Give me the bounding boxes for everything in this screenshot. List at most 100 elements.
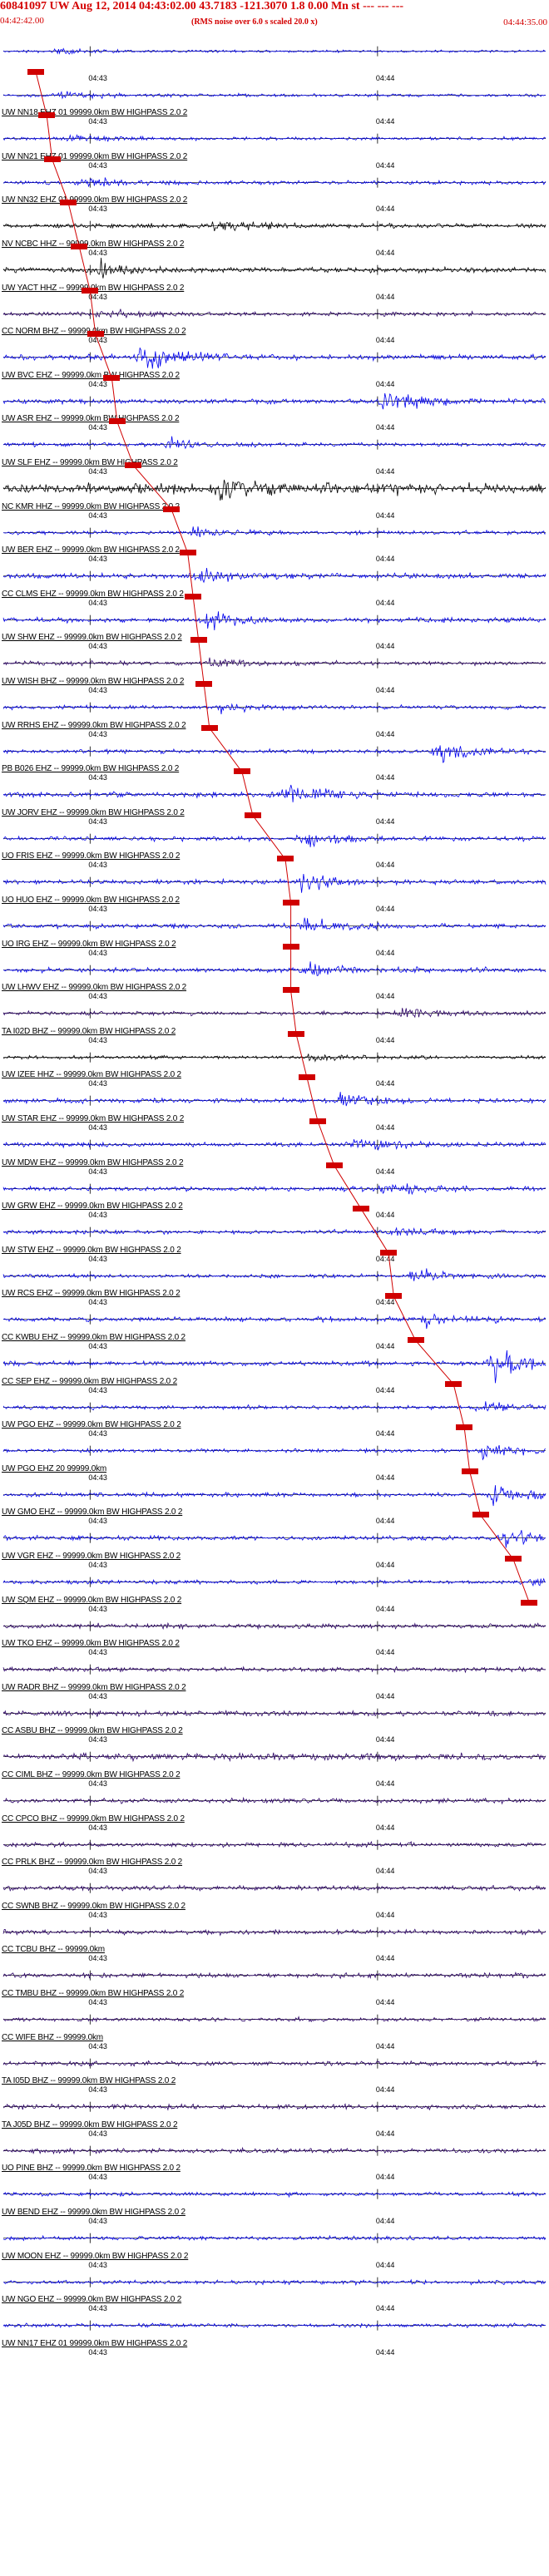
waveform-line xyxy=(2,308,547,318)
time-tick-label: 04:43 xyxy=(88,379,107,388)
station-label: UW SHW EHZ -- 99999.0km BW HIGHPASS 2.0 … xyxy=(2,633,182,643)
station-label: UW BEND EHZ -- 99999.0km BW HIGHPASS 2.0… xyxy=(2,2207,185,2217)
time-tick-label: 04:44 xyxy=(375,1473,395,1482)
waveform xyxy=(2,221,547,232)
time-tick-label: 04:44 xyxy=(375,2304,395,2313)
trace-row: UW PGO EHZ 20 99999.0km 04:43 04:44 xyxy=(0,1431,549,1482)
station-label: UW NN21 EHZ 01 99999.0km BW HIGHPASS 2.0… xyxy=(2,151,188,161)
time-tick-label: 04:44 xyxy=(375,1517,395,1526)
time-tick-label: 04:43 xyxy=(88,2085,107,2095)
time-tick-label: 04:43 xyxy=(88,1954,107,1963)
moveout-path xyxy=(35,72,530,1603)
waveform xyxy=(2,702,547,714)
event-title: 60841097 UW Aug 12, 2014 04:43:02.00 43.… xyxy=(0,0,404,12)
waveform xyxy=(2,1268,547,1281)
time-tick-label: 04:44 xyxy=(375,1997,395,2006)
waveform xyxy=(2,479,547,501)
waveform-line xyxy=(2,347,547,369)
waveform-line xyxy=(2,1182,547,1195)
waveform xyxy=(2,1226,547,1237)
waveform xyxy=(2,257,547,279)
waveform xyxy=(2,917,547,931)
waveform-line xyxy=(2,744,547,763)
time-tick-label: 04:43 xyxy=(88,598,107,607)
station-label: UW SLF EHZ -- 99999.0km BW HIGHPASS 2.0 … xyxy=(2,457,178,467)
time-tick-label: 04:43 xyxy=(88,2347,107,2356)
waveform-line xyxy=(2,2234,547,2242)
trace-row: CC TMBU BHZ -- 99999.0km BW HIGHPASS 2.0… xyxy=(0,1956,549,2006)
station-label: UW WISH BHZ -- 99999.0km BW HIGHPASS 2.0… xyxy=(2,676,185,686)
time-tick-label: 04:43 xyxy=(88,1167,107,1176)
time-tick-label: 04:43 xyxy=(88,466,107,476)
waveform-line xyxy=(2,526,547,537)
station-label: NV NCBC HHZ -- 99999.0km BW HIGHPASS 2.0… xyxy=(2,239,185,249)
waveform-line xyxy=(2,1313,547,1330)
waveform xyxy=(2,133,547,144)
waveform-line xyxy=(2,2146,547,2155)
time-tick-label: 04:43 xyxy=(88,685,107,694)
waveform xyxy=(2,526,547,538)
station-label: CC CPCO BHZ -- 99999.0km BW HIGHPASS 2.0… xyxy=(2,1814,185,1823)
time-tick-label: 04:43 xyxy=(88,948,107,957)
time-tick-label: 04:44 xyxy=(375,1735,395,1744)
time-tick-label: 04:44 xyxy=(375,336,395,345)
scale-note: (RMS noise over 6.0 s scaled 20.0 x) xyxy=(191,17,318,27)
time-tick-label: 04:44 xyxy=(375,685,395,694)
station-label: UW RADR BHZ -- 99999.0km BW HIGHPASS 2.0… xyxy=(2,1682,186,1692)
waveform-line xyxy=(2,960,547,976)
plot-header: 60841097 UW Aug 12, 2014 04:43:02.00 43.… xyxy=(0,0,549,32)
time-tick-label: 04:44 xyxy=(375,1560,395,1569)
waveform-line xyxy=(2,392,547,410)
time-tick-label: 04:44 xyxy=(375,1429,395,1439)
time-tick-label: 04:43 xyxy=(88,1823,107,1832)
station-label: UW RCS EHZ -- 99999.0km BW HIGHPASS 2.0 … xyxy=(2,1289,181,1299)
waveform xyxy=(2,1621,547,1631)
trace-row: UO PINE BHZ -- 99999.0km BW HIGHPASS 2.0… xyxy=(0,2131,549,2181)
station-label: UW MDW EHZ -- 99999.0km BW HIGHPASS 2.0 … xyxy=(2,1157,184,1167)
time-tick-label: 04:43 xyxy=(88,992,107,1001)
waveform-line xyxy=(2,1709,547,1718)
time-tick-label: 04:44 xyxy=(375,1823,395,1832)
time-tick-label: 04:43 xyxy=(88,511,107,520)
trace-row: 04:43 04:44 xyxy=(0,32,549,82)
waveform xyxy=(2,1139,547,1152)
start-time: 04:42:42.00 xyxy=(0,16,44,26)
time-tick-label: 04:43 xyxy=(88,904,107,913)
waveform-line xyxy=(2,1840,547,1848)
waveform xyxy=(2,2145,547,2156)
station-label: UW BER EHZ -- 99999.0km BW HIGHPASS 2.0 … xyxy=(2,545,180,555)
time-tick-label: 04:43 xyxy=(88,1691,107,1700)
time-tick-label: 04:44 xyxy=(375,1341,395,1350)
waveform xyxy=(2,1795,547,1806)
waveform xyxy=(2,874,547,894)
waveform xyxy=(2,1530,547,1548)
waveform-line xyxy=(2,874,547,894)
waveform-line xyxy=(2,1226,547,1236)
station-label: UW BVC EHZ -- 99999.0km BW HIGHPASS 2.0 … xyxy=(2,370,180,380)
waveform-line xyxy=(2,658,547,668)
station-label: UW JORV EHZ -- 99999.0km BW HIGHPASS 2.0… xyxy=(2,807,185,817)
waveform xyxy=(2,1052,547,1063)
waveform-line xyxy=(2,1054,547,1063)
waveform-line xyxy=(2,257,547,279)
time-tick-label: 04:43 xyxy=(88,1079,107,1088)
trace-row: CC CPCO BHZ -- 99999.0km BW HIGHPASS 2.0… xyxy=(0,1781,549,1832)
trace-row: TA J05D BHZ -- 99999.0km BW HIGHPASS 2.0… xyxy=(0,2087,549,2138)
waveform xyxy=(2,833,547,847)
trace-row: CC CIML BHZ -- 99999.0km BW HIGHPASS 2.0… xyxy=(0,1737,549,1788)
waveform xyxy=(2,744,547,763)
time-tick-label: 04:44 xyxy=(375,1298,395,1307)
station-label: UW ASR EHZ -- 99999.0km BW HIGHPASS 2.0 … xyxy=(2,414,180,424)
waveform xyxy=(2,90,547,101)
time-tick-label: 04:43 xyxy=(88,117,107,126)
time-tick-label: 04:43 xyxy=(88,248,107,257)
trace-row: CC PRLK BHZ -- 99999.0km BW HIGHPASS 2.0… xyxy=(0,1825,549,1875)
waveform xyxy=(2,437,547,451)
waveform-line xyxy=(2,47,547,55)
waveform-line xyxy=(2,1445,547,1461)
waveform-line xyxy=(2,785,547,803)
station-label: CC PRLK BHZ -- 99999.0km BW HIGHPASS 2.0… xyxy=(2,1858,183,1868)
waveform-line xyxy=(2,1752,547,1763)
waveform-line xyxy=(2,1484,547,1506)
waveform-line xyxy=(2,611,547,630)
